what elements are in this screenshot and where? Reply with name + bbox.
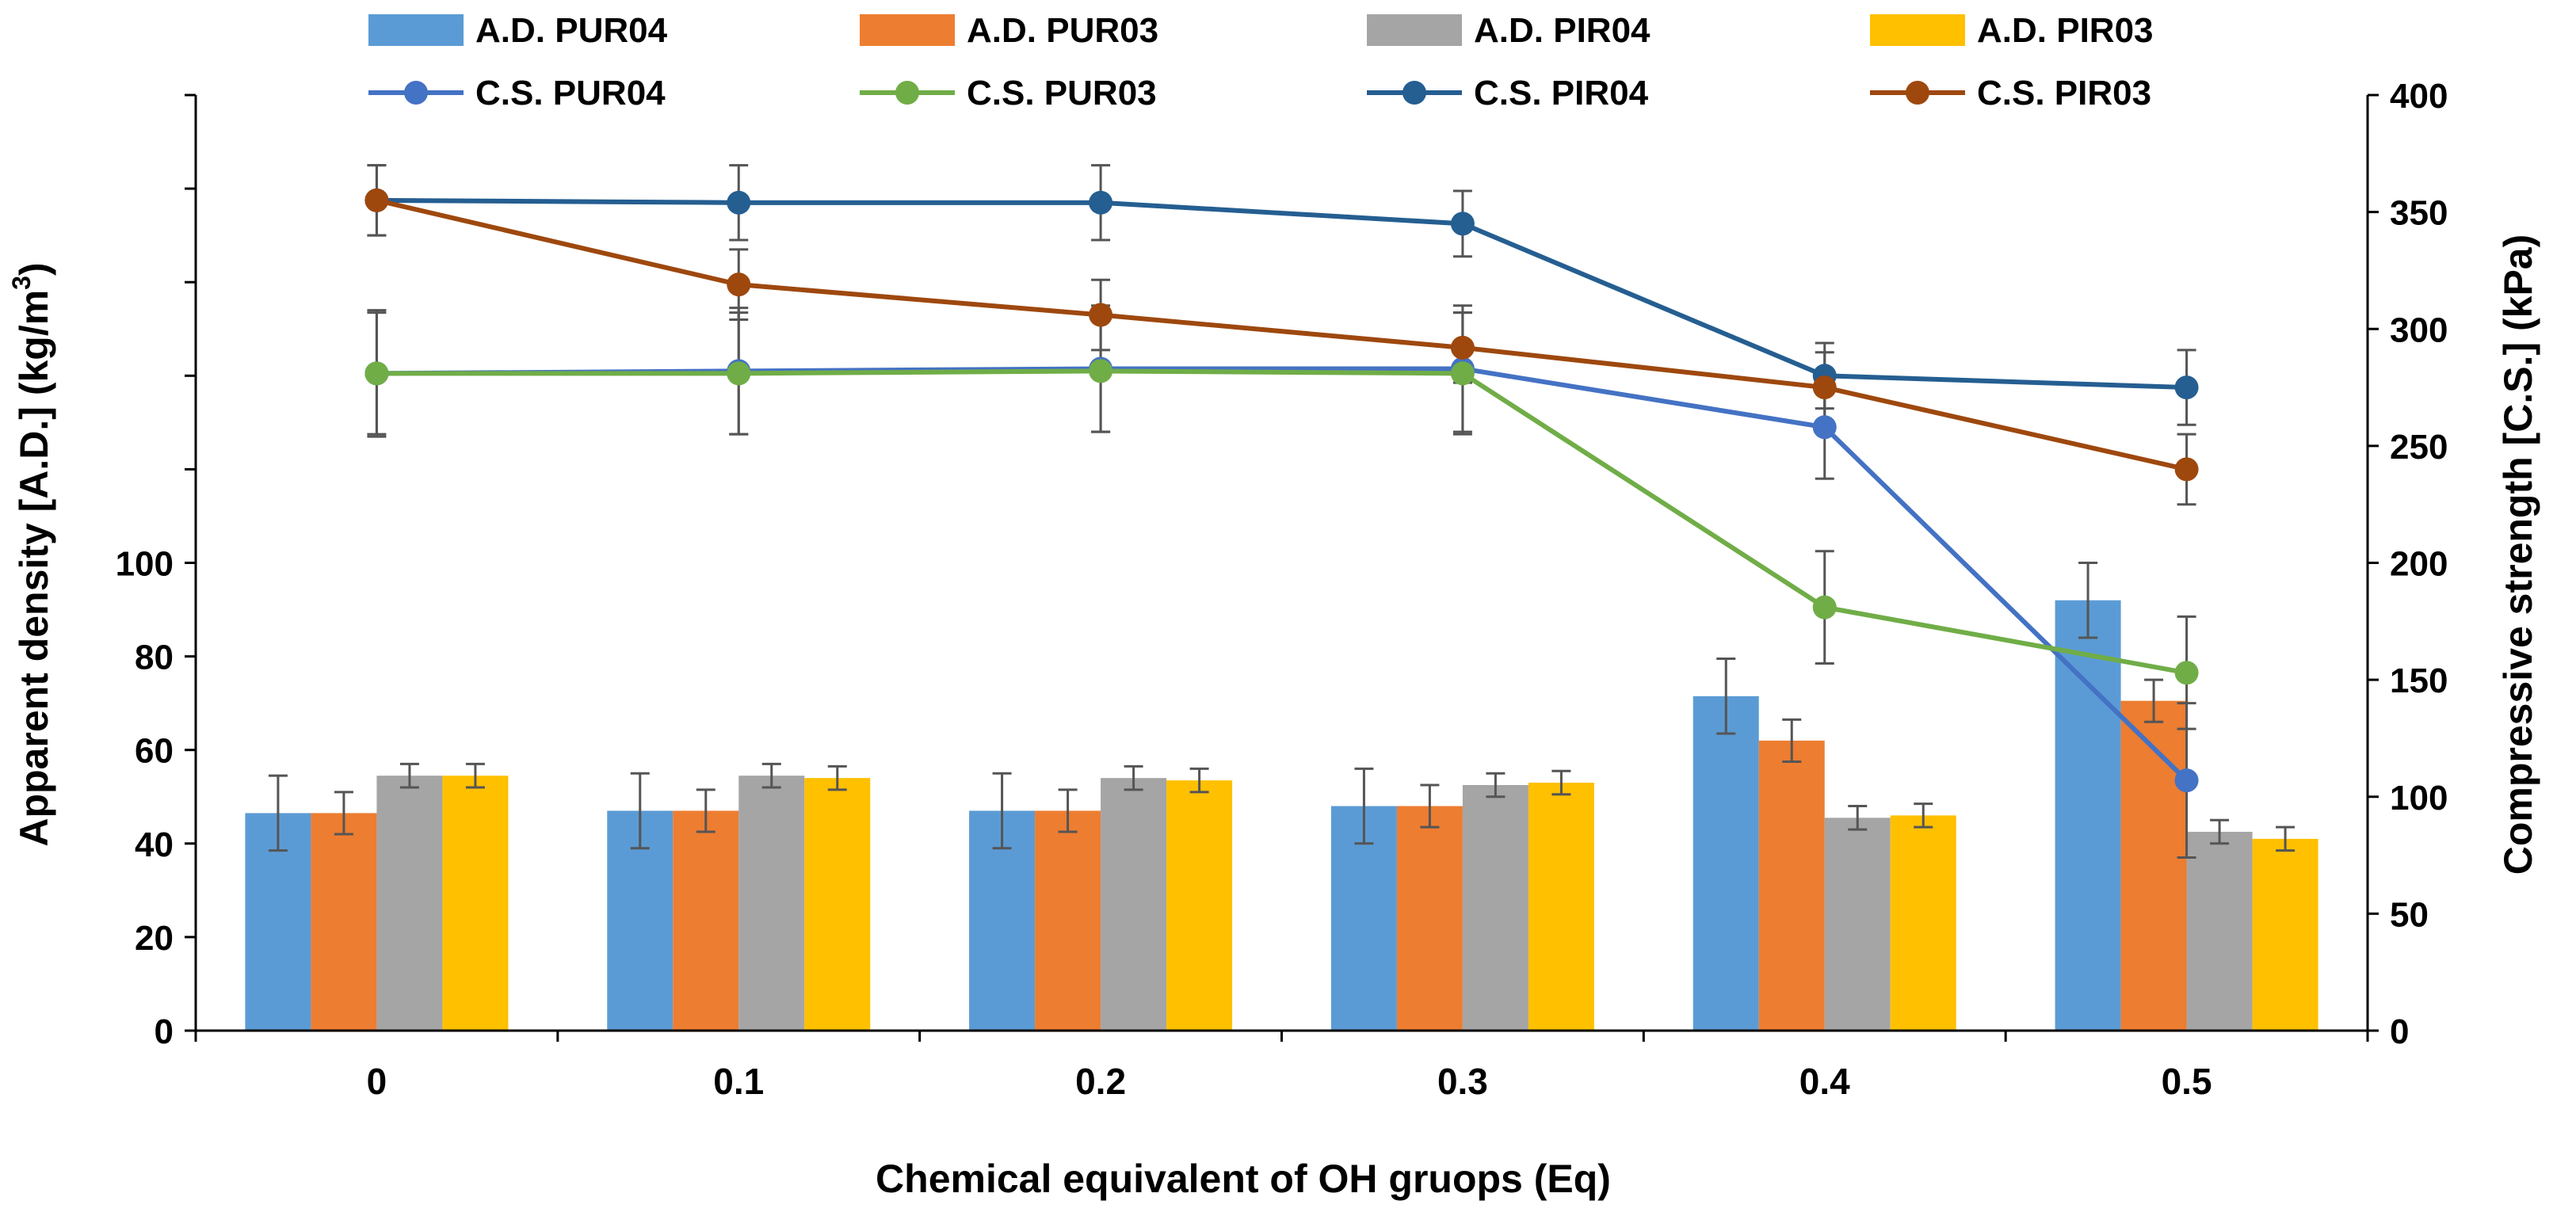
- y-right-tick-label: 250: [2390, 428, 2448, 467]
- bar: [2186, 832, 2253, 1031]
- y-right-tick-label: 150: [2390, 661, 2448, 700]
- y-left-tick-label: 20: [135, 919, 174, 958]
- bar: [1758, 740, 1825, 1031]
- series-point: [1812, 595, 1837, 619]
- x-tick-label: 0.2: [1075, 1061, 1126, 1102]
- bar: [2120, 700, 2187, 1031]
- series-point: [1812, 375, 1837, 400]
- legend-label: C.S. PUR03: [967, 74, 1157, 112]
- bar: [311, 813, 377, 1031]
- y-left-title-sup: 3: [7, 276, 36, 290]
- series-point: [1812, 415, 1837, 440]
- bar: [442, 776, 509, 1031]
- series-line: [376, 368, 2188, 676]
- series-point: [1450, 212, 1475, 236]
- series-point: [727, 361, 751, 386]
- y-left-tick-label: 100: [116, 545, 174, 584]
- y-left-tick-label: 60: [135, 732, 174, 771]
- legend-swatch: [368, 14, 464, 46]
- legend-label: C.S. PUR04: [475, 74, 666, 112]
- x-axis-title: Chemical equivalent of OH gruops (Eq): [876, 1157, 1611, 1201]
- axes-layer: 0 20 40 60 80 100 0 50 100 150 200 250 300 350 400 0 0.1…: [116, 77, 2448, 1102]
- bar: [1462, 784, 1528, 1031]
- series-point: [1089, 359, 1113, 383]
- bar: [1035, 810, 1101, 1031]
- series-line: [376, 366, 2189, 783]
- legend-swatch: [860, 14, 955, 46]
- bar: [1166, 780, 1233, 1031]
- bar: [1693, 696, 1759, 1031]
- series-point: [1089, 190, 1113, 215]
- bar: [1890, 815, 1956, 1031]
- legend-label: A.D. PIR03: [1977, 11, 2154, 50]
- y-left-title-end: ): [12, 262, 56, 276]
- x-tick-label: 0.3: [1437, 1061, 1488, 1102]
- y-left-tick-label: 80: [135, 638, 174, 677]
- lines-layer: [364, 164, 2199, 860]
- legend-marker: [895, 81, 919, 105]
- series-point: [1089, 303, 1113, 327]
- series-point: [1450, 361, 1475, 386]
- y-right-tick-label: 200: [2390, 545, 2448, 584]
- bar: [2252, 838, 2318, 1031]
- legend-label: A.D. PIR04: [1474, 11, 1651, 50]
- bar: [804, 778, 871, 1031]
- legend-label: C.S. PIR04: [1474, 74, 1649, 112]
- series-point: [2174, 768, 2199, 793]
- y-left-axis-title: Apparent density [A.D.] (kg/m3): [7, 262, 56, 846]
- bar: [1528, 783, 1594, 1031]
- y-right-tick-label: 50: [2390, 895, 2429, 934]
- series-point: [1450, 335, 1475, 360]
- bar: [738, 776, 805, 1031]
- legend-label: A.D. PUR03: [967, 11, 1158, 50]
- y-right-tick-label: 100: [2390, 779, 2448, 818]
- bars-layer: [245, 562, 2318, 1031]
- y-right-tick-label: 400: [2390, 77, 2448, 116]
- legend-marker: [1402, 81, 1426, 105]
- series-point: [2174, 457, 2199, 482]
- y-left-tick-label: 40: [135, 825, 174, 864]
- legend-swatch: [1367, 14, 1462, 46]
- legend: A.D. PUR04 A.D. PUR03 A.D. PIR04 A.D. PIR03…: [368, 11, 2154, 112]
- legend-label: A.D. PUR04: [475, 11, 668, 50]
- bar: [1824, 818, 1891, 1031]
- y-right-axis-title: Compressive strength [C.S.] (kPa): [2496, 234, 2540, 875]
- bar: [1396, 806, 1463, 1031]
- x-tick-label: 0.5: [2162, 1061, 2212, 1102]
- series-point: [727, 273, 751, 297]
- y-right-tick-label: 0: [2390, 1012, 2409, 1051]
- legend-swatch: [1870, 14, 1965, 46]
- series-point: [364, 361, 389, 386]
- legend-marker: [404, 81, 428, 105]
- series-point: [727, 190, 751, 215]
- series-point: [2174, 661, 2199, 685]
- bar: [673, 810, 739, 1031]
- legend-marker: [1906, 81, 1929, 105]
- series-point: [2174, 375, 2199, 400]
- y-right-tick-label: 350: [2390, 194, 2448, 233]
- series-line: [376, 197, 2187, 391]
- x-tick-label: 0.1: [713, 1061, 764, 1102]
- y-right-tick-label: 300: [2390, 311, 2448, 349]
- y-left-tick-label: 0: [155, 1012, 174, 1051]
- x-tick-label: 0.4: [1799, 1061, 1850, 1102]
- x-tick-label: 0: [367, 1061, 387, 1102]
- bar: [376, 776, 443, 1031]
- series-line: [376, 197, 2188, 472]
- legend-label: C.S. PIR03: [1977, 74, 2151, 112]
- y-left-title-main: Apparent density [A.D.] (kg/m: [12, 290, 56, 847]
- bar: [1101, 778, 1167, 1031]
- series-point: [364, 188, 389, 212]
- bar: [2055, 600, 2121, 1031]
